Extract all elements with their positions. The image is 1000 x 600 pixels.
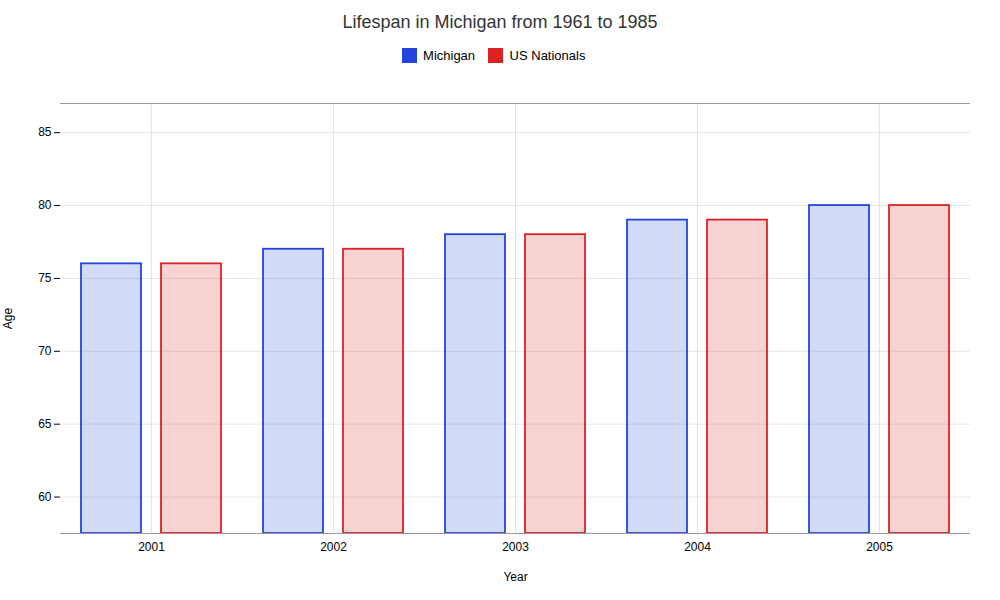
svg-text:85: 85 — [38, 125, 52, 139]
svg-text:Year: Year — [503, 569, 527, 583]
svg-text:65: 65 — [38, 417, 52, 431]
svg-text:2005: 2005 — [866, 540, 893, 554]
svg-text:2003: 2003 — [502, 540, 529, 554]
svg-text:2001: 2001 — [138, 540, 165, 554]
svg-text:Age: Age — [1, 307, 15, 329]
svg-text:2004: 2004 — [684, 540, 711, 554]
svg-text:2002: 2002 — [320, 540, 347, 554]
svg-text:60: 60 — [38, 489, 52, 503]
html-text:Michigan: Michigan — [423, 48, 476, 63]
svg-text:80: 80 — [38, 198, 52, 212]
svg-text:75: 75 — [38, 271, 52, 285]
html-text:Lifespan in Michigan from 1961: Lifespan in Michigan from 1961 to 1985 — [342, 12, 658, 32]
svg-text:70: 70 — [38, 344, 52, 358]
html-text:US Nationals: US Nationals — [509, 48, 586, 63]
